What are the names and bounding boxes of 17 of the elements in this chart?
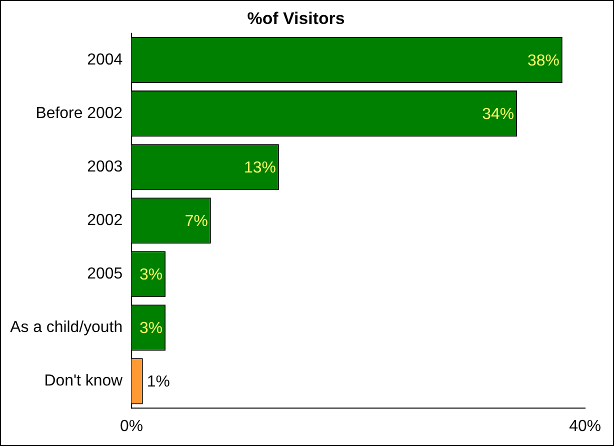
y-tick-label: 2004 [87, 51, 123, 68]
y-tick-label: 2003 [87, 158, 123, 176]
data-label: 13% [244, 159, 276, 176]
data-label: 3% [140, 320, 163, 338]
y-tick-label: Before 2002 [36, 104, 123, 122]
y-tick-label: 2005 [87, 266, 123, 283]
chart-title: %of Visitors [247, 8, 345, 28]
y-tick-label: As a child/youth [10, 319, 123, 336]
y-tick-label: Don't know [44, 372, 124, 390]
data-label: 38% [528, 52, 560, 70]
y-tick-label: 2002 [87, 212, 123, 229]
x-tick-label: 0% [120, 418, 144, 435]
data-label: 1% [146, 374, 170, 391]
data-label: 7% [184, 213, 208, 230]
data-label: 3% [140, 266, 163, 284]
data-label: 34% [482, 106, 514, 123]
x-tick-label: 40% [569, 418, 602, 435]
